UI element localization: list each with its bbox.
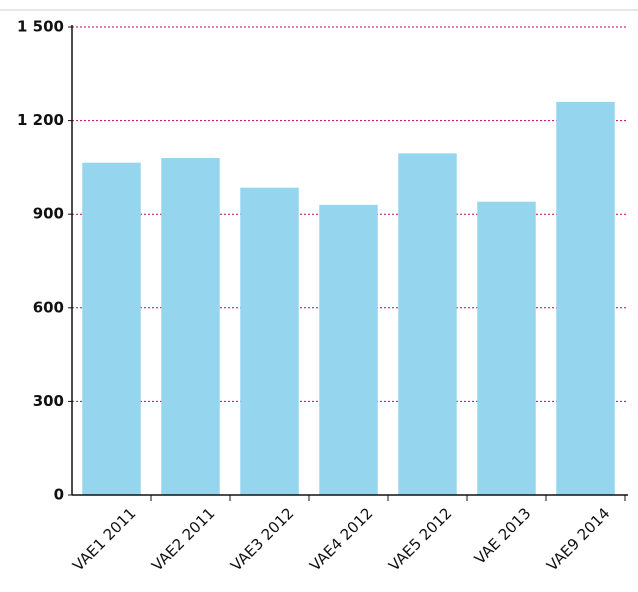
- x-tick-label: VAE9 2014: [543, 504, 613, 574]
- bar: [161, 158, 220, 496]
- bar: [240, 187, 299, 495]
- x-tick-label: VAE4 2012: [306, 504, 376, 574]
- x-tick-label: VAE 2013: [471, 504, 535, 568]
- x-tick-label: VAE1 2011: [69, 504, 139, 574]
- y-tick-label: 600: [33, 298, 64, 316]
- bar: [82, 162, 141, 495]
- y-tick-label: 900: [33, 205, 64, 223]
- bar: [477, 201, 536, 495]
- x-tick-label: VAE5 2012: [385, 504, 455, 574]
- bar: [556, 101, 615, 495]
- bar: [398, 153, 457, 496]
- x-tick-label: VAE3 2012: [227, 504, 297, 574]
- y-tick-label: 1 500: [17, 18, 64, 36]
- bar: [319, 204, 378, 495]
- x-tick-label: VAE2 2011: [148, 504, 218, 574]
- y-tick-label: 0: [54, 486, 64, 504]
- y-tick-label: 300: [33, 392, 64, 410]
- y-tick-label: 1 200: [17, 111, 64, 129]
